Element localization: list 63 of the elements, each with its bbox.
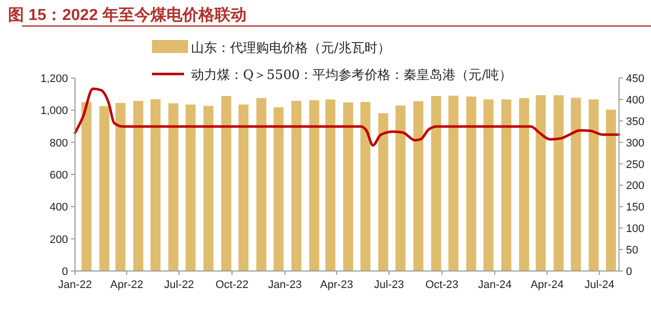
x-tick-label: Jul-23 [374,279,404,291]
bar [588,99,599,271]
bar [186,104,196,271]
x-tick-label: Jan-23 [268,279,302,291]
x-tick-label: Jul-22 [164,279,194,291]
y2-tick-label: 100 [626,223,644,236]
bar [203,106,214,271]
y-tick-label: 800 [50,137,68,150]
bar [554,95,564,271]
bar [133,100,144,271]
y2-tick-label: 450 [626,73,644,85]
x-tick-label: Apr-23 [320,279,354,291]
bar [343,102,354,271]
legend-label: 动力煤：Q＞5500：平均参考价格：秦皇岛港（元/吨） [191,68,512,83]
bar [413,101,424,271]
bar [221,96,232,271]
y2-tick-label: 150 [626,202,644,214]
bar [82,102,92,271]
bar [606,110,616,271]
x-tick-label: Oct-22 [215,279,248,291]
bar [483,99,494,271]
bar [291,100,302,271]
legend-label: 山东：代理购电价格（元/兆瓦时） [191,41,390,56]
x-tick-label: Oct-23 [425,279,458,291]
x-tick-label: Apr-22 [110,279,144,291]
x-tick-label: Jul-24 [584,279,614,291]
y2-tick-label: 300 [626,137,644,150]
bar [448,96,458,271]
bar [360,102,370,271]
bar [274,107,284,271]
y2-tick-label: 0 [626,266,632,278]
y2-tick-label: 250 [626,158,644,171]
y2-tick-label: 350 [626,116,644,128]
chart-title: 图 15：2022 年至今煤电价格联动 [8,6,246,24]
bar [536,95,546,271]
x-tick-label: Jan-22 [58,279,92,291]
bar [570,98,581,271]
y2-tick-label: 50 [626,244,638,257]
bar [395,106,406,271]
bar [256,98,266,271]
bar [238,104,248,271]
bar [99,106,110,271]
x-tick-label: Apr-24 [530,279,564,291]
bar [378,113,388,271]
bar [309,100,320,271]
y-tick-label: 0 [62,266,68,278]
y-tick-label: 200 [50,234,68,246]
y-tick-label: 400 [50,202,68,214]
bar [466,96,476,271]
bar [519,98,530,271]
bar [115,102,126,271]
y2-tick-label: 400 [626,94,644,106]
x-tick-label: Jan-24 [478,279,512,291]
line-series [74,87,620,147]
bar [501,99,512,271]
bar [150,99,161,271]
bar [431,96,442,271]
bar [325,99,336,271]
y-tick-label: 600 [50,170,68,182]
y2-tick-label: 200 [626,180,644,192]
y-tick-label: 1,200 [40,73,68,85]
bar [168,103,178,271]
y-tick-label: 1,000 [40,105,68,118]
